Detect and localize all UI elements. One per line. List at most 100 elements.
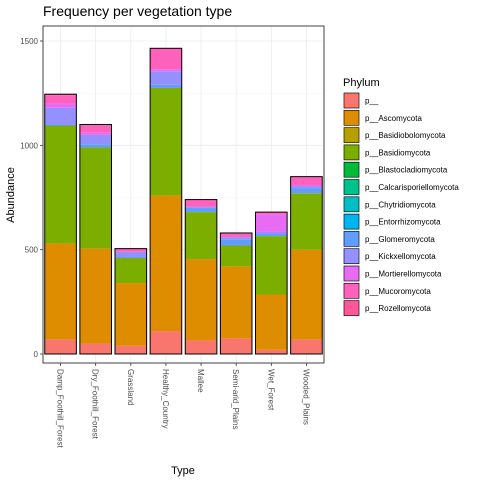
legend-label: p__Ascomycota (365, 114, 422, 123)
bar-segment (291, 185, 323, 186)
legend-label: p__ (365, 97, 379, 106)
legend-label: p__Mucoromycota (365, 287, 431, 296)
legend-item: p__Mortierellomycota (343, 265, 442, 282)
legend-swatch (344, 214, 359, 229)
x-tick-label: Mallee (196, 369, 205, 393)
x-axis-ticks: Damp_Foothill_Forest Dry_Foothill_Forest G… (56, 363, 311, 448)
bar-segment (115, 346, 147, 354)
legend-swatch (344, 197, 359, 212)
bar-segment (220, 245, 252, 266)
y-tick-label: 0 (34, 350, 39, 359)
y-tick-label: 1500 (20, 37, 38, 46)
legend: Phylum p__ p__Ascomycota p__Basidiobolomyc… (343, 77, 459, 317)
legend-swatch (344, 266, 359, 281)
bar-segment (220, 338, 252, 354)
legend-swatch (344, 110, 359, 125)
y-axis-title: Abundance (5, 167, 17, 223)
x-tick-label: Grassland (126, 369, 135, 405)
bar-stack-Semi-arid_Plains (220, 233, 252, 354)
y-axis-ticks: 0 500 1000 1500 (20, 37, 43, 359)
bar-segment (185, 340, 217, 354)
legend-item: p__Chytridiomycota (343, 196, 436, 213)
legend-item: p__Entorrhizomycota (343, 213, 441, 230)
legend-item: p__Rozellomycota (343, 300, 431, 317)
legend-swatch (344, 180, 359, 195)
bar-stack-Healthy_Country (150, 48, 182, 354)
legend-label: p__Chytridiomycota (365, 200, 436, 209)
bar-segment (150, 331, 182, 354)
bar-segment (256, 350, 288, 354)
legend-swatch (344, 162, 359, 177)
bar-segment (80, 124, 112, 132)
legend-label: p__Blastocladiomycota (365, 166, 448, 175)
legend-label: p__Basidiobolomycota (365, 131, 446, 140)
legend-swatch (344, 93, 359, 108)
legend-item: p__Glomeromycota (343, 230, 435, 247)
legend-item: p__Mucoromycota (343, 282, 431, 299)
legend-item: p__Calcarisporiellomycota (343, 179, 459, 196)
bar-stack-Mallee (185, 200, 217, 354)
legend-item: p__Basidiobolomycota (343, 127, 446, 144)
bar-segment (291, 188, 323, 193)
x-tick-label: Semi-arid_Plains (231, 369, 240, 429)
bar-segment (185, 259, 217, 340)
bar-segment (80, 249, 112, 344)
legend-swatch (344, 301, 359, 316)
legend-item: p__ (343, 92, 379, 109)
bar-segment (115, 283, 147, 346)
legend-swatch (344, 145, 359, 160)
chart-title: Frequency per vegetation type (43, 3, 232, 19)
bar-segment (291, 339, 323, 354)
bar-segment (150, 85, 182, 88)
bar-segment (150, 71, 182, 85)
bar-segment (220, 233, 252, 237)
bar-segment (80, 133, 112, 135)
bar-segment (150, 69, 182, 71)
bar-segment (185, 200, 217, 207)
x-axis-title: Type (171, 465, 195, 477)
legend-swatch (344, 249, 359, 264)
bar-segment (256, 232, 288, 234)
legend-label: p__Basidiomycota (365, 148, 431, 157)
legend-label: p__Rozellomycota (365, 304, 431, 313)
bar-segment (45, 104, 77, 108)
bar-segment (45, 126, 77, 244)
bar-segment (115, 252, 147, 257)
bar-segment (80, 344, 112, 354)
bar-segment (256, 236, 288, 294)
bar-segment (80, 135, 112, 144)
legend-swatch (344, 231, 359, 246)
bar-segment (115, 257, 147, 258)
bar-segment (150, 48, 182, 69)
legend-swatch (344, 128, 359, 143)
bar-segment (256, 234, 288, 236)
bar-stack-Wet_Forest (256, 212, 288, 354)
legend-label: p__Entorrhizomycota (365, 218, 441, 227)
x-tick-label: Wet_Forest (266, 369, 275, 411)
bar-segment (45, 95, 77, 103)
bar-segment (220, 237, 252, 239)
legend-label: p__Mortierellomycota (365, 270, 442, 279)
bar-segment (291, 177, 323, 185)
bar-segment (185, 208, 217, 212)
legend-swatch (344, 283, 359, 298)
bar-segment (220, 239, 252, 245)
bar-segment (185, 207, 217, 208)
bar-segment (291, 250, 323, 340)
bar-segment (45, 339, 77, 354)
x-tick-label: Dry_Foothill_Forest (91, 369, 100, 440)
bar-segment (115, 258, 147, 283)
x-tick-label: Wooded_Plains (301, 369, 310, 425)
y-tick-label: 500 (25, 246, 39, 255)
bar-stack-Wooded_Plains (291, 177, 323, 354)
bar-stack-Damp_Foothill_Forest (45, 94, 77, 354)
bar-segment (45, 108, 77, 125)
bar-segment (80, 147, 112, 248)
bar-segment (256, 295, 288, 350)
y-tick-label: 1000 (20, 141, 38, 150)
bar-segment (150, 195, 182, 331)
bar-segment (256, 214, 288, 232)
bar-stack-Grassland (115, 249, 147, 354)
legend-item: p__Ascomycota (343, 109, 422, 126)
